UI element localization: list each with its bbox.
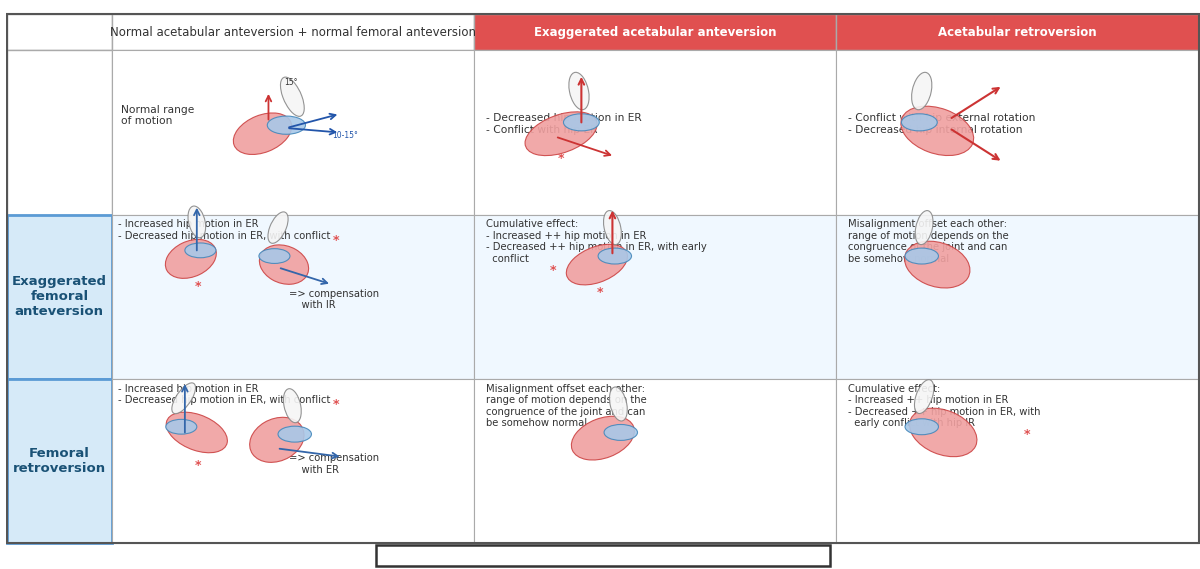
Bar — [836, 379, 1199, 543]
Bar — [7, 14, 112, 50]
Text: => compensation
    with ER: => compensation with ER — [288, 453, 379, 475]
Text: *: * — [332, 234, 340, 247]
Text: => compensation
    with IR: => compensation with IR — [288, 289, 379, 311]
Text: Femoral
retroversion: Femoral retroversion — [13, 447, 106, 475]
Text: - Increased hip motion in ER
- Decreased hip motion in ER, with conflict: - Increased hip motion in ER - Decreased… — [118, 219, 330, 241]
Ellipse shape — [604, 211, 622, 245]
Text: *: * — [194, 459, 200, 472]
Ellipse shape — [185, 243, 216, 258]
Ellipse shape — [259, 245, 308, 284]
Bar — [836, 215, 1199, 379]
Bar — [112, 379, 474, 543]
Ellipse shape — [259, 249, 290, 263]
Ellipse shape — [905, 419, 938, 435]
Text: *: * — [1024, 428, 1031, 441]
Ellipse shape — [281, 77, 305, 116]
Text: - Decreased hip motion in ER
- Conflict with hip ER: - Decreased hip motion in ER - Conflict … — [486, 113, 642, 135]
Text: *: * — [332, 398, 340, 411]
Bar — [112, 50, 474, 215]
Text: Exaggerated acetabular anteversion: Exaggerated acetabular anteversion — [534, 26, 776, 39]
Ellipse shape — [905, 248, 938, 264]
Ellipse shape — [268, 212, 288, 244]
Ellipse shape — [914, 380, 934, 414]
Bar — [376, 545, 829, 566]
Ellipse shape — [526, 112, 598, 155]
Text: Normal acetabular anteversion + normal femoral anteversion: Normal acetabular anteversion + normal f… — [110, 26, 476, 39]
Ellipse shape — [564, 114, 599, 131]
Ellipse shape — [905, 241, 970, 288]
Ellipse shape — [598, 248, 631, 264]
Ellipse shape — [901, 106, 973, 155]
Text: - Increased hip motion in ER
- Decreased hip motion in ER, with conflict: - Increased hip motion in ER - Decreased… — [118, 384, 330, 405]
Ellipse shape — [233, 113, 292, 154]
Text: 15°: 15° — [284, 79, 298, 88]
Bar — [474, 379, 836, 543]
Ellipse shape — [250, 417, 304, 463]
Text: Normal range
of motion: Normal range of motion — [121, 105, 194, 126]
Ellipse shape — [610, 387, 628, 421]
Text: Misalignment offset each other:
range of motion depends on the
congruence of the: Misalignment offset each other: range of… — [848, 219, 1009, 264]
Ellipse shape — [166, 419, 197, 434]
Text: 10-15°: 10-15° — [331, 131, 358, 141]
Ellipse shape — [566, 244, 628, 285]
Text: - Conflict with hip external rotation
- Decreased hip internal rotation: - Conflict with hip external rotation - … — [848, 113, 1036, 135]
Ellipse shape — [916, 211, 934, 245]
Text: Misalignment offset each other:
range of motion depends on the
congruence of the: Misalignment offset each other: range of… — [486, 384, 647, 428]
Bar — [7, 50, 112, 215]
Text: *: * — [194, 280, 200, 293]
Ellipse shape — [167, 412, 227, 453]
Bar — [474, 14, 836, 50]
Ellipse shape — [604, 424, 637, 440]
Ellipse shape — [901, 114, 937, 131]
Bar — [7, 215, 112, 379]
Ellipse shape — [571, 417, 635, 460]
Text: Acetabular retroversion: Acetabular retroversion — [938, 26, 1097, 39]
Bar — [474, 215, 836, 379]
Text: Cumulative effect:
- Increased ++ hip motion in ER
- Decreased ++ hip motion in : Cumulative effect: - Increased ++ hip mo… — [848, 384, 1040, 428]
Ellipse shape — [910, 408, 977, 457]
Text: Exaggerated
femoral
anteversion: Exaggerated femoral anteversion — [12, 275, 107, 318]
Ellipse shape — [188, 206, 205, 238]
Text: Cumulative effect:
- Increased ++ hip motion in ER
- Decreased ++ hip motion in : Cumulative effect: - Increased ++ hip mo… — [486, 219, 707, 264]
Ellipse shape — [912, 72, 932, 110]
Ellipse shape — [268, 116, 306, 134]
Bar — [474, 50, 836, 215]
Ellipse shape — [278, 426, 312, 442]
Bar — [836, 50, 1199, 215]
Ellipse shape — [166, 240, 216, 278]
Ellipse shape — [172, 383, 196, 414]
Ellipse shape — [569, 72, 589, 110]
Ellipse shape — [283, 389, 301, 423]
Bar — [7, 379, 112, 543]
Bar — [112, 14, 474, 50]
Text: *: * — [558, 152, 564, 165]
Text: *: * — [550, 263, 556, 277]
Text: *: * — [596, 286, 604, 299]
Bar — [836, 14, 1199, 50]
Bar — [112, 215, 474, 379]
